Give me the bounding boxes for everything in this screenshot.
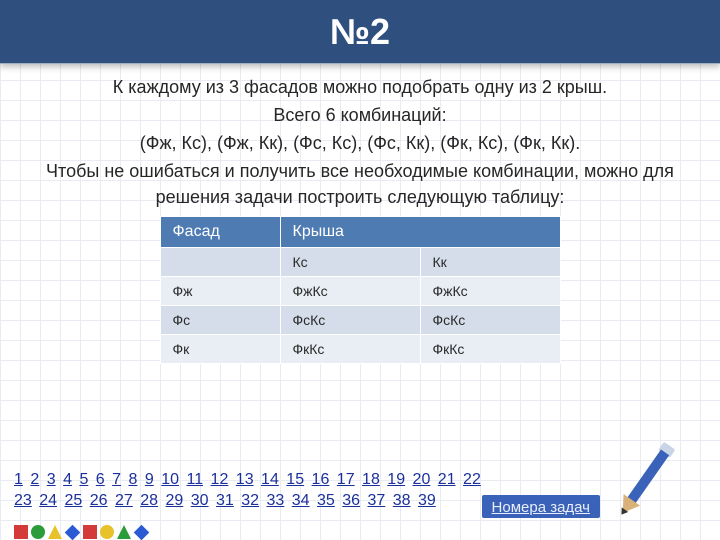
table-header-cell: Крыша [280,217,560,248]
deco-shape [83,525,97,539]
deco-shape [48,525,62,539]
nav-number-link[interactable]: 1 [14,471,23,488]
table-row: ФкФкКсФкКс [160,335,560,364]
table-row: КсКк [160,248,560,277]
nav-number-link[interactable]: 9 [145,471,154,488]
nav-number-link[interactable]: 29 [166,492,184,509]
nav-number-link[interactable]: 39 [418,492,436,509]
nav-number-link[interactable]: 4 [63,471,72,488]
table-header-row: Фасад Крыша [160,217,560,248]
nav-number-link[interactable]: 27 [115,492,133,509]
nav-number-link[interactable]: 21 [438,471,456,488]
table-cell: ФкКс [420,335,560,364]
shape-row [0,525,149,540]
task-numbers-button-label: Номера задач [492,499,590,516]
table-body: КсКкФжФжКсФжКсФсФсКсФсКсФкФкКсФкКс [160,248,560,364]
deco-shape [100,525,114,539]
nav-number-link[interactable]: 7 [112,471,121,488]
task-number-nav: 1 2 3 4 5 6 7 8 9 10 11 12 13 14 15 16 1… [14,470,494,512]
deco-shape [14,525,28,539]
nav-number-link[interactable]: 11 [186,471,203,488]
nav-number-link[interactable]: 5 [79,471,88,488]
table-cell: ФжКс [420,277,560,306]
nav-number-link[interactable]: 24 [39,492,57,509]
nav-number-link[interactable]: 16 [312,471,330,488]
nav-number-link[interactable]: 6 [96,471,105,488]
paragraph: (Фж, Кс), (Фж, Кк), (Фс, Кс), (Фс, Кк), … [40,130,680,156]
nav-number-link[interactable]: 18 [362,471,380,488]
nav-number-link[interactable]: 33 [267,492,285,509]
nav-number-link[interactable]: 14 [261,471,279,488]
table-cell: Фж [160,277,280,306]
nav-number-link[interactable]: 15 [286,471,304,488]
nav-number-link[interactable]: 30 [191,492,209,509]
nav-number-link[interactable]: 10 [161,471,179,488]
nav-number-link[interactable]: 34 [292,492,310,509]
header-bar: №2 [0,0,720,64]
deco-shape [117,525,131,539]
nav-number-link[interactable]: 2 [30,471,39,488]
nav-number-link[interactable]: 28 [140,492,158,509]
nav-number-link[interactable]: 17 [337,471,355,488]
nav-number-link[interactable]: 3 [47,471,56,488]
paragraph: К каждому из 3 фасадов можно подобрать о… [40,74,680,100]
nav-number-link[interactable]: 37 [368,492,386,509]
nav-number-link[interactable]: 25 [65,492,83,509]
table-cell [160,248,280,277]
page-title: №2 [330,11,390,53]
slide: №2 К каждому из 3 фасадов можно подобрат… [0,0,720,540]
table-header-cell: Фасад [160,217,280,248]
table-cell: Кк [420,248,560,277]
table-cell: Фк [160,335,280,364]
nav-number-link[interactable]: 20 [413,471,431,488]
table-row: ФжФжКсФжКс [160,277,560,306]
table-cell: Кс [280,248,420,277]
bottom-decoration [0,520,720,540]
paragraph: Чтобы не ошибаться и получить все необхо… [40,158,680,210]
table-cell: ФжКс [280,277,420,306]
nav-number-link[interactable]: 23 [14,492,32,509]
task-numbers-button[interactable]: Номера задач [482,495,600,518]
nav-number-link[interactable]: 36 [342,492,360,509]
table-cell: ФсКс [280,306,420,335]
nav-number-link[interactable]: 8 [129,471,138,488]
nav-number-link[interactable]: 38 [393,492,411,509]
table-cell: ФсКс [420,306,560,335]
deco-shape [134,525,150,540]
deco-shape [31,525,45,539]
deco-shape [65,525,81,540]
table-row: ФсФсКсФсКс [160,306,560,335]
nav-number-link[interactable]: 19 [387,471,405,488]
table-cell: ФкКс [280,335,420,364]
table-cell: Фс [160,306,280,335]
body-text: К каждому из 3 фасадов можно подобрать о… [0,64,720,210]
paragraph: Всего 6 комбинаций: [40,102,680,128]
nav-number-link[interactable]: 13 [236,471,254,488]
nav-number-link[interactable]: 35 [317,492,335,509]
nav-number-link[interactable]: 12 [211,471,229,488]
nav-number-link[interactable]: 31 [216,492,234,509]
combinations-table: Фасад Крыша КсКкФжФжКсФжКсФсФсКсФсКсФкФк… [160,216,561,364]
nav-number-link[interactable]: 26 [90,492,108,509]
nav-number-link[interactable]: 22 [463,471,481,488]
nav-number-link[interactable]: 32 [241,492,259,509]
